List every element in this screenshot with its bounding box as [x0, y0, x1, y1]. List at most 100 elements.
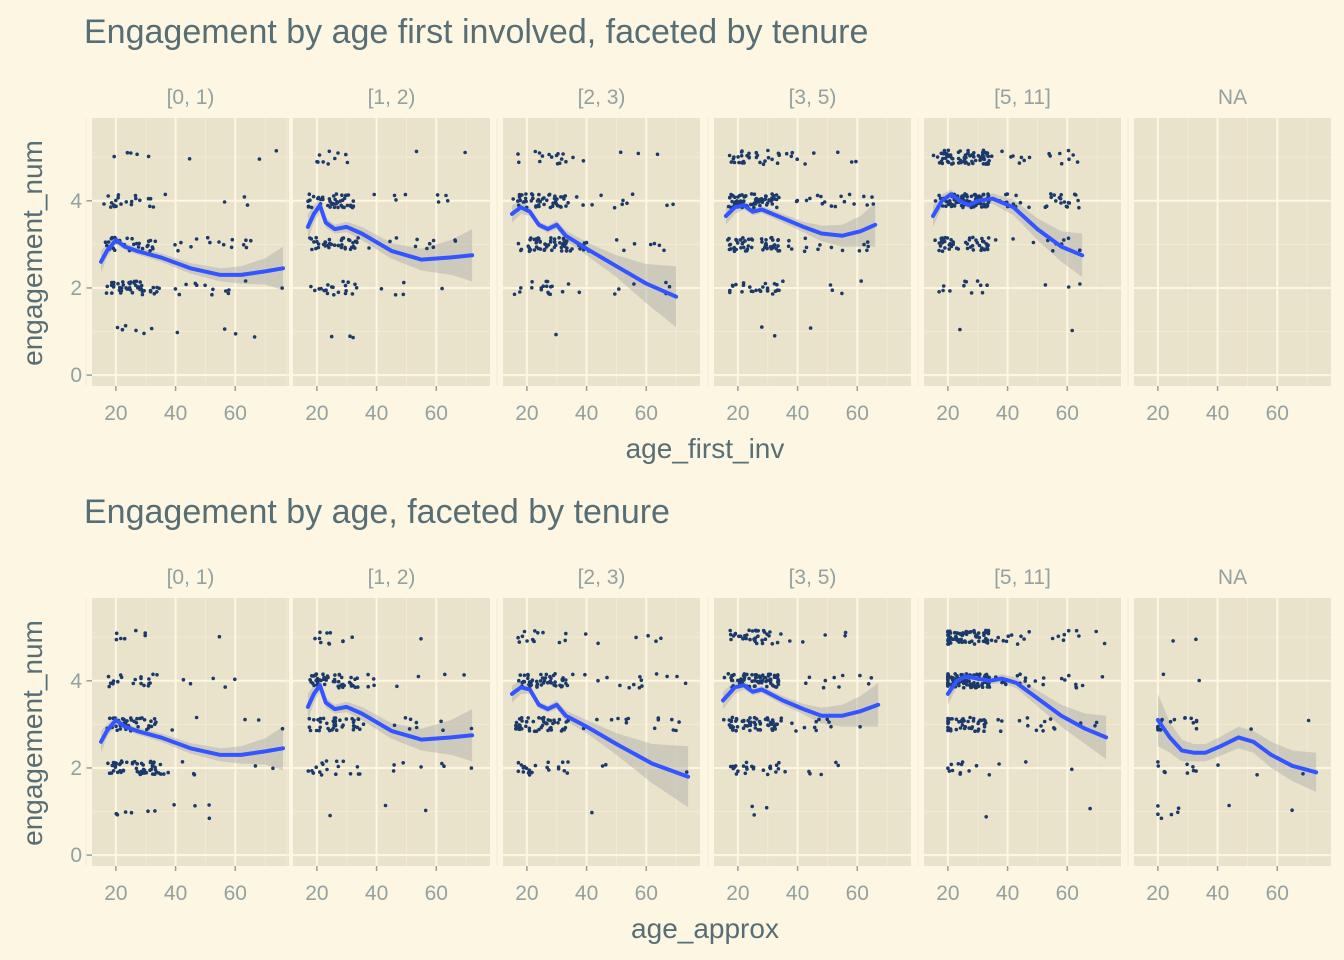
data-point [336, 151, 340, 155]
data-point [667, 284, 672, 289]
data-point [728, 632, 733, 637]
data-point [744, 760, 749, 765]
data-point [967, 679, 971, 684]
x-tick-label: 60 [1266, 402, 1289, 425]
data-point [734, 238, 739, 243]
data-point [989, 154, 994, 158]
x-axis-title: age_first_inv [626, 433, 785, 464]
data-point [759, 680, 763, 685]
data-point [762, 630, 767, 634]
data-point [822, 200, 827, 204]
data-point [656, 716, 661, 720]
data-point [533, 149, 538, 154]
data-point [329, 201, 334, 206]
data-point [148, 768, 152, 772]
data-point [537, 192, 541, 197]
data-point [1065, 205, 1070, 209]
data-point [956, 247, 961, 251]
data-point [560, 677, 564, 682]
data-point [1027, 684, 1031, 688]
data-point [987, 159, 991, 163]
data-point [462, 673, 466, 677]
data-point [227, 288, 231, 292]
data-point [599, 193, 603, 198]
data-point [146, 726, 151, 730]
data-point [646, 633, 650, 638]
data-point [1048, 717, 1053, 721]
data-point [662, 248, 666, 253]
data-point [336, 243, 341, 248]
data-point [233, 332, 238, 336]
data-point [233, 677, 237, 682]
data-point [349, 675, 353, 680]
data-point [253, 764, 258, 768]
data-point [987, 773, 992, 777]
data-point [1075, 160, 1080, 164]
data-point [807, 769, 811, 774]
data-point [551, 673, 556, 678]
x-tick-label: 20 [1146, 882, 1169, 905]
data-point [1189, 716, 1193, 721]
data-point [795, 157, 799, 161]
data-point [652, 726, 657, 731]
data-point [333, 156, 337, 161]
data-point [664, 280, 668, 285]
data-point [372, 192, 377, 197]
data-point [967, 769, 971, 773]
data-point [440, 761, 444, 766]
data-point [335, 200, 340, 205]
data-point [989, 638, 994, 643]
data-point [114, 761, 119, 766]
data-point [574, 195, 579, 199]
data-point [840, 673, 845, 678]
data-point [565, 246, 569, 250]
data-point [722, 675, 727, 680]
data-point [982, 725, 987, 729]
data-point [571, 155, 575, 160]
data-point [329, 334, 334, 339]
data-point [981, 639, 986, 643]
data-point [1074, 682, 1078, 687]
data-point [750, 629, 755, 633]
data-point [129, 151, 133, 155]
data-point [136, 725, 140, 729]
data-point [962, 283, 966, 288]
data-point [1041, 676, 1046, 680]
x-tick-label: 60 [846, 402, 869, 425]
data-point [871, 202, 876, 206]
data-point [627, 685, 631, 690]
data-point [401, 292, 406, 297]
data-point [540, 723, 545, 728]
facet-panels: [0, 1)20 40 60[1, 2)20 40 60[2, 3)20 40 60[3, … [85, 566, 1331, 905]
data-point [975, 279, 980, 283]
data-point [152, 291, 157, 296]
data-point [129, 280, 133, 284]
data-point [982, 150, 986, 155]
data-point [194, 715, 199, 720]
y-axis-ticks: 0 2 4 [70, 190, 92, 387]
data-point [440, 286, 444, 291]
data-point [963, 279, 967, 284]
data-point [961, 717, 965, 721]
data-point [435, 193, 440, 197]
data-point [127, 287, 131, 291]
data-point [321, 672, 325, 676]
data-point [1306, 718, 1311, 723]
data-point [548, 239, 553, 243]
data-point [1052, 727, 1057, 731]
data-point [166, 770, 170, 775]
data-point [1058, 196, 1063, 201]
data-point [355, 765, 360, 769]
data-point [1102, 641, 1107, 646]
data-point [153, 767, 158, 772]
data-point [327, 237, 332, 242]
data-point [189, 245, 193, 249]
data-point [986, 236, 991, 240]
data-point [546, 243, 551, 247]
data-point [532, 248, 537, 252]
data-point [1249, 727, 1253, 731]
data-point [1000, 149, 1004, 154]
data-point [561, 152, 565, 156]
data-point [317, 153, 322, 157]
data-point [340, 193, 344, 197]
